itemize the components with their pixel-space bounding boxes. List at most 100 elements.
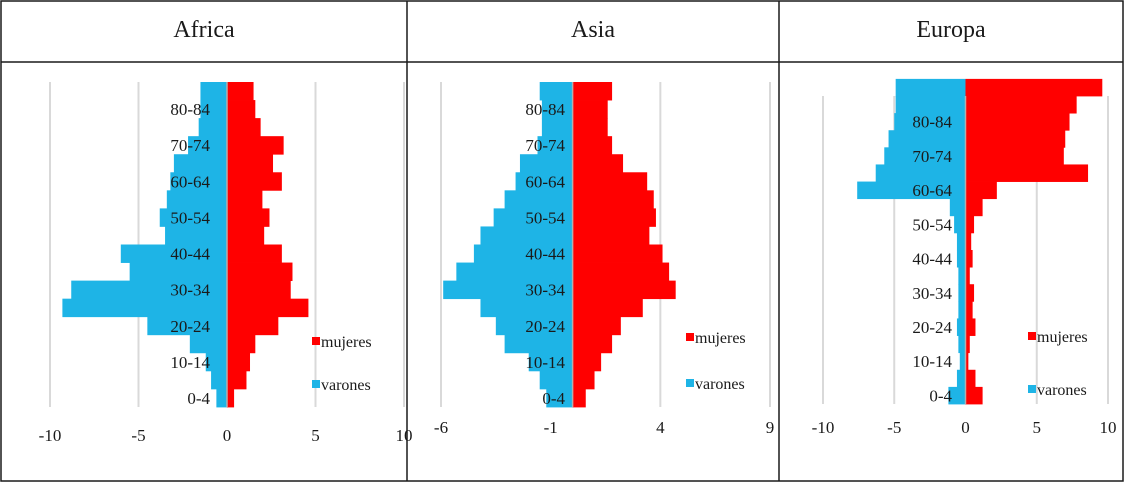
x-tick-label-europa--10: -10	[812, 418, 835, 437]
category-label-asia-0-4: 0-4	[542, 389, 565, 408]
bar-africa-varones-65-69	[173, 154, 227, 173]
bar-europa-mujeres-60-64	[965, 181, 997, 200]
bar-africa-mujeres-65-69	[227, 154, 274, 173]
bar-europa-mujeres-85+	[965, 96, 1077, 114]
bar-asia-varones-70-74	[537, 136, 573, 155]
bar-africa-mujeres-60-64	[227, 172, 282, 191]
legend-label-africa-varones: varones	[321, 377, 371, 394]
bar-asia-mujeres-55-59	[572, 190, 654, 209]
bar-asia-varones-60-64	[515, 172, 573, 191]
bar-africa-mujeres-0-4	[227, 388, 235, 408]
bar-europa-varones-55-59	[949, 198, 966, 217]
bar-europa-varones-35-39	[958, 267, 966, 285]
bar-asia-varones-25-29	[480, 298, 573, 318]
bar-asia-mujeres-35-39	[572, 262, 670, 282]
legend-swatch-africa-mujeres	[312, 337, 320, 345]
x-tick-label-asia-9: 9	[766, 418, 775, 437]
bar-europa-mujeres-0-4	[965, 386, 983, 405]
legend-swatch-asia-mujeres	[686, 333, 694, 341]
category-label-africa-80-84: 80-84	[170, 100, 210, 119]
bar-europa-varones-15-19	[958, 335, 966, 354]
x-tick-label-africa-10: 10	[396, 426, 413, 445]
bar-europa-varones-65-69	[875, 164, 966, 182]
bar-europa-mujeres-40-44	[965, 250, 973, 268]
legend-label-asia-varones: varones	[695, 376, 745, 393]
bar-europa-mujeres-5-9	[965, 369, 976, 388]
bar-asia-varones-20-24	[495, 316, 573, 336]
bar-asia-mujeres-70-74	[572, 136, 613, 155]
legend-label-africa-mujeres: mujeres	[321, 334, 372, 351]
category-label-europa-30-34: 30-34	[912, 284, 952, 303]
bar-asia-varones-5-9	[539, 370, 573, 390]
category-label-europa-50-54: 50-54	[912, 215, 952, 234]
bar-europa-mujeres-25-29	[965, 301, 973, 319]
panel-title-asia: Asia	[571, 17, 615, 43]
bar-europa-varones-75-79	[888, 130, 966, 148]
category-label-africa-10-14: 10-14	[170, 353, 210, 372]
bar-africa-varones-0-4	[216, 388, 227, 408]
bar-africa-varones-5-9	[211, 370, 227, 390]
x-tick-label-africa--5: -5	[131, 426, 145, 445]
bar-africa-mujeres-10-14	[227, 352, 251, 372]
bar-africa-mujeres-35-39	[227, 262, 293, 282]
bar-asia-varones-80-84	[541, 100, 573, 119]
category-label-asia-50-54: 50-54	[525, 208, 565, 227]
bar-africa-mujeres-80-84	[227, 100, 256, 119]
category-label-europa-0-4: 0-4	[929, 386, 952, 405]
bar-asia-mujeres-25-29	[572, 298, 643, 318]
bar-asia-varones-85+	[539, 82, 573, 101]
bar-africa-mujeres-70-74	[227, 136, 284, 155]
bar-africa-mujeres-40-44	[227, 244, 282, 263]
bar-africa-varones-50-54	[159, 208, 227, 227]
category-label-africa-0-4: 0-4	[187, 389, 210, 408]
bar-europa-mujeres-75-79	[965, 130, 1066, 148]
bar-asia-mujeres-60-64	[572, 172, 648, 191]
bar-asia-varones-75-79	[541, 118, 573, 137]
x-tick-label-africa-0: 0	[223, 426, 232, 445]
bar-europa-varones-50-54	[954, 215, 966, 234]
legend-swatch-asia-varones	[686, 379, 694, 387]
x-tick-label-europa-10: 10	[1100, 418, 1117, 437]
bar-asia-varones-40-44	[473, 244, 573, 263]
legend-swatch-europa-varones	[1028, 385, 1036, 393]
bar-africa-mujeres-25-29	[227, 298, 309, 318]
bar-africa-varones-15-19	[189, 334, 227, 354]
x-tick-label-asia-4: 4	[656, 418, 665, 437]
bar-europa-mujeres-30-34	[965, 284, 975, 302]
bar-africa-varones-75-79	[198, 118, 227, 137]
bar-europa-varones-10-14	[959, 352, 966, 371]
bar-asia-mujeres-45-49	[572, 226, 650, 245]
bar-asia-varones-0-4	[546, 388, 573, 408]
bar-asia-mujeres-20-24	[572, 316, 621, 336]
bar-asia-mujeres-15-19	[572, 334, 613, 354]
bar-europa-varones-85+	[895, 96, 966, 114]
bar-africa-varones-30-34	[71, 280, 228, 300]
bar-africa-varones-70-74	[188, 136, 227, 155]
panel-title-europa: Europa	[916, 17, 986, 43]
category-label-africa-30-34: 30-34	[170, 281, 210, 300]
category-label-europa-60-64: 60-64	[912, 181, 952, 200]
bar-africa-varones-20-24	[147, 316, 227, 336]
bar-europa-mujeres-65-69	[965, 164, 1089, 182]
x-tick-label-asia--6: -6	[434, 418, 448, 437]
bar-asia-mujeres-80-84	[572, 100, 608, 119]
bar-africa-mujeres-20-24	[227, 316, 279, 336]
bar-africa-mujeres-85+	[227, 82, 254, 101]
bar-asia-mujeres-40-44	[572, 244, 663, 263]
bar-asia-mujeres-75-79	[572, 118, 608, 137]
x-tick-label-africa-5: 5	[311, 426, 320, 445]
bar-europa-mujeres-55-59	[965, 198, 983, 217]
bar-asia-mujeres-50-54	[572, 208, 656, 227]
bar-europa-varones-40-44	[956, 250, 966, 268]
bar-asia-varones-35-39	[456, 262, 573, 282]
x-tick-label-africa--10: -10	[39, 426, 62, 445]
legend-label-europa-mujeres: mujeres	[1037, 329, 1088, 346]
bar-africa-varones-10-14	[205, 352, 227, 372]
bar-africa-varones-35-39	[129, 262, 227, 282]
bar-africa-mujeres-55-59	[227, 190, 263, 209]
bar-europa-mujeres-50-54	[965, 215, 975, 234]
bar-europa-varones-0-4	[948, 386, 966, 405]
bar-asia-varones-50-54	[493, 208, 573, 227]
category-label-europa-80-84: 80-84	[912, 113, 952, 132]
